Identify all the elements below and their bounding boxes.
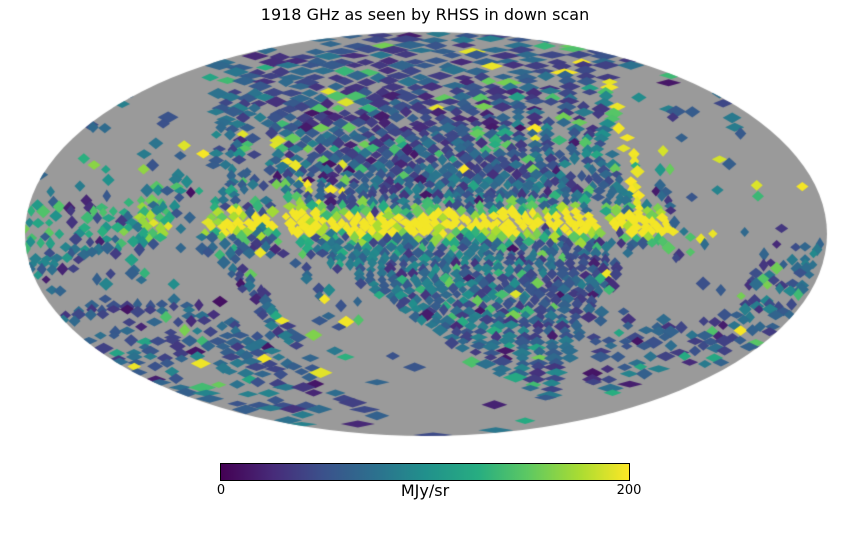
colorbar-gradient bbox=[220, 463, 630, 481]
colorbar-label: MJy/sr bbox=[400, 481, 450, 500]
colorbar-tick-max: 200 bbox=[616, 483, 642, 498]
chart-title: 1918 GHz as seen by RHSS in down scan bbox=[260, 5, 590, 24]
colorbar-tick-min: 0 bbox=[216, 483, 226, 498]
